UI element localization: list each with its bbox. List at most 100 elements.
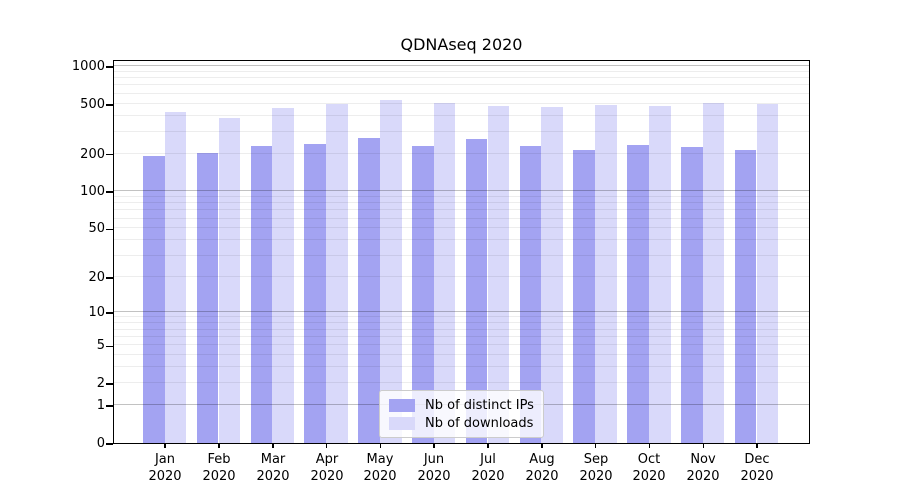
y-tick-label-1000: 1000: [71, 59, 105, 74]
x-tick-month-jul: Jul: [480, 452, 496, 467]
x-tick-year-may: 2020: [363, 469, 397, 484]
bar-distinct-ips-dec: [734, 150, 757, 443]
x-tick-year-mar: 2020: [256, 469, 290, 484]
x-tick-label-jan: Jan 2020: [133, 451, 197, 485]
bars-layer: [114, 61, 809, 443]
x-tick-mark-mar: [272, 444, 274, 448]
x-tick-label-jul: Jul 2020: [456, 451, 520, 485]
x-tick-label-dec: Dec 2020: [725, 451, 789, 485]
bar-downloads-mar: [272, 108, 294, 443]
y-tick-mark-1: [106, 405, 113, 407]
x-tick-label-sep: Sep 2020: [564, 451, 628, 485]
bar-downloads-feb: [218, 118, 241, 443]
y-tick-label-5: 5: [96, 338, 105, 353]
bar-downloads-jun: [433, 103, 456, 443]
y-tick-label-50: 50: [88, 221, 105, 236]
y-tick-mark-20: [106, 277, 113, 279]
y-tick-label-100: 100: [80, 184, 105, 199]
x-tick-label-apr: Apr 2020: [295, 451, 359, 485]
x-tick-month-jun: Jun: [423, 452, 445, 467]
legend: Nb of distinct IPs Nb of downloads: [379, 390, 544, 438]
x-tick-month-mar: Mar: [260, 452, 286, 467]
x-tick-mark-jun: [433, 444, 435, 448]
y-tick-label-200: 200: [80, 147, 105, 162]
x-tick-year-jun: 2020: [417, 469, 451, 484]
x-tick-month-nov: Nov: [690, 452, 716, 467]
y-tick-label-20: 20: [88, 270, 105, 285]
x-tick-month-aug: Aug: [529, 452, 555, 467]
x-tick-year-oct: 2020: [632, 469, 666, 484]
y-tick-mark-10: [106, 312, 113, 314]
y-tick-mark-50: [106, 228, 113, 231]
bar-distinct-ips-mar: [250, 145, 273, 443]
bar-distinct-ips-jul: [465, 138, 488, 443]
bar-distinct-ips-jan: [143, 155, 165, 443]
chart-title: QDNAseq 2020: [400, 35, 523, 54]
x-tick-mark-nov: [702, 444, 704, 448]
x-tick-mark-may: [379, 444, 382, 448]
x-tick-mark-jan: [164, 444, 166, 448]
x-tick-month-apr: Apr: [315, 452, 339, 467]
bar-downloads-jan: [164, 111, 187, 443]
x-tick-mark-aug: [541, 444, 543, 448]
y-axis-labels: 1000 500 200 100 50 20 10 5 2 1 0: [0, 0, 105, 500]
x-tick-label-oct: Oct 2020: [617, 451, 681, 485]
bar-downloads-may: [379, 99, 402, 443]
bar-downloads-sep: [595, 105, 617, 443]
x-tick-mark-sep: [594, 444, 597, 448]
y-tick-mark-0: [106, 443, 113, 445]
y-tick-label-1: 1: [96, 398, 105, 413]
bar-distinct-ips-feb: [196, 152, 219, 443]
bar-downloads-dec: [756, 103, 779, 443]
x-tick-year-aug: 2020: [525, 469, 559, 484]
bar-downloads-apr: [326, 103, 348, 443]
y-tick-mark-1000: [106, 66, 113, 68]
x-tick-mark-feb: [218, 444, 220, 448]
bar-downloads-oct: [648, 105, 671, 443]
x-tick-year-feb: 2020: [202, 469, 236, 484]
bar-distinct-ips-apr: [304, 143, 327, 443]
x-tick-label-mar: Mar 2020: [241, 451, 305, 485]
x-tick-month-may: May: [366, 452, 394, 467]
y-tick-mark-100: [106, 191, 113, 193]
y-tick-mark-500: [106, 104, 113, 106]
x-tick-mark-oct: [648, 444, 651, 448]
plot-area: Nb of distinct IPs Nb of downloads: [113, 60, 810, 444]
x-tick-year-jul: 2020: [471, 469, 505, 484]
x-tick-mark-apr: [325, 444, 328, 448]
y-tick-label-10: 10: [88, 305, 105, 320]
x-tick-label-may: May 2020: [348, 451, 412, 485]
bar-distinct-ips-oct: [627, 144, 649, 443]
bar-distinct-ips-jun: [412, 146, 434, 443]
x-tick-month-oct: Oct: [637, 452, 661, 467]
y-tick-mark-2: [106, 383, 113, 385]
y-tick-mark-5: [106, 345, 113, 347]
x-tick-month-feb: Feb: [207, 452, 231, 467]
x-tick-mark-jul: [487, 444, 489, 448]
legend-label-distinct-ips: Nb of distinct IPs: [425, 397, 534, 413]
bar-downloads-jul: [487, 106, 510, 443]
x-tick-label-jun: Jun 2020: [402, 451, 466, 485]
y-tick-label-0: 0: [96, 436, 105, 451]
x-tick-month-dec: Dec: [744, 452, 770, 467]
x-tick-label-feb: Feb 2020: [187, 451, 251, 485]
bar-downloads-aug: [541, 107, 563, 443]
bar-distinct-ips-aug: [519, 146, 542, 443]
x-tick-month-jan: Jan: [154, 452, 176, 467]
legend-row-downloads: Nb of downloads: [389, 414, 534, 432]
x-tick-year-apr: 2020: [310, 469, 344, 484]
legend-label-downloads: Nb of downloads: [425, 415, 534, 431]
bar-downloads-nov: [702, 103, 725, 443]
bar-distinct-ips-sep: [573, 149, 596, 443]
legend-swatch-downloads: [389, 416, 415, 430]
y-tick-label-2: 2: [96, 376, 105, 391]
bar-distinct-ips-nov: [681, 147, 703, 443]
legend-row-distinct-ips: Nb of distinct IPs: [389, 396, 534, 414]
x-tick-mark-dec: [756, 444, 758, 448]
x-tick-label-aug: Aug 2020: [510, 451, 574, 485]
x-tick-year-jan: 2020: [148, 469, 182, 484]
bar-distinct-ips-may: [358, 137, 380, 443]
x-tick-month-sep: Sep: [583, 452, 609, 467]
legend-swatch-distinct-ips: [389, 398, 415, 412]
